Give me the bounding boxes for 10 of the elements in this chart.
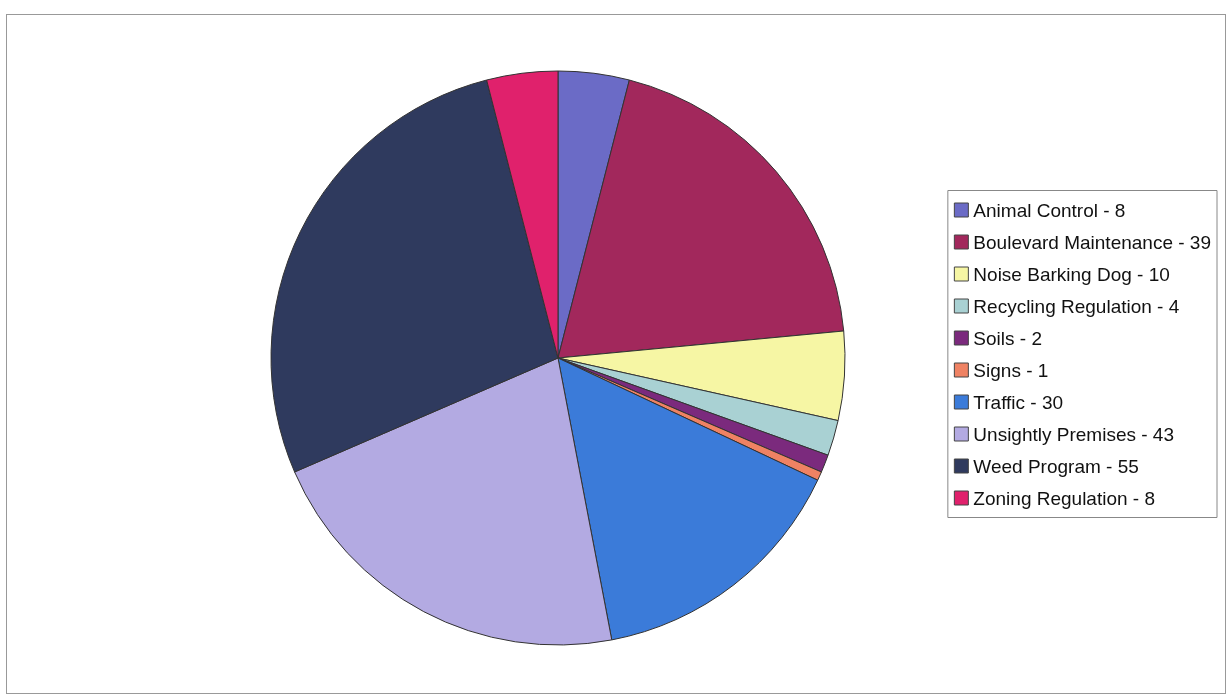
legend-label: Signs - 1 bbox=[973, 359, 1049, 381]
legend-label: Animal Control - 8 bbox=[973, 199, 1126, 221]
legend-label: Noise Barking Dog - 10 bbox=[973, 263, 1170, 285]
legend-label: Unsightly Premises - 43 bbox=[973, 423, 1174, 445]
legend-label: Boulevard Maintenance - 39 bbox=[973, 231, 1212, 253]
legend-label: Traffic - 30 bbox=[973, 391, 1064, 413]
legend-label: Recycling Regulation - 4 bbox=[973, 295, 1180, 317]
legend-label: Zoning Regulation - 8 bbox=[973, 487, 1156, 509]
legend-label: Weed Program - 55 bbox=[973, 455, 1139, 477]
legend-label: Soils - 2 bbox=[973, 327, 1042, 349]
